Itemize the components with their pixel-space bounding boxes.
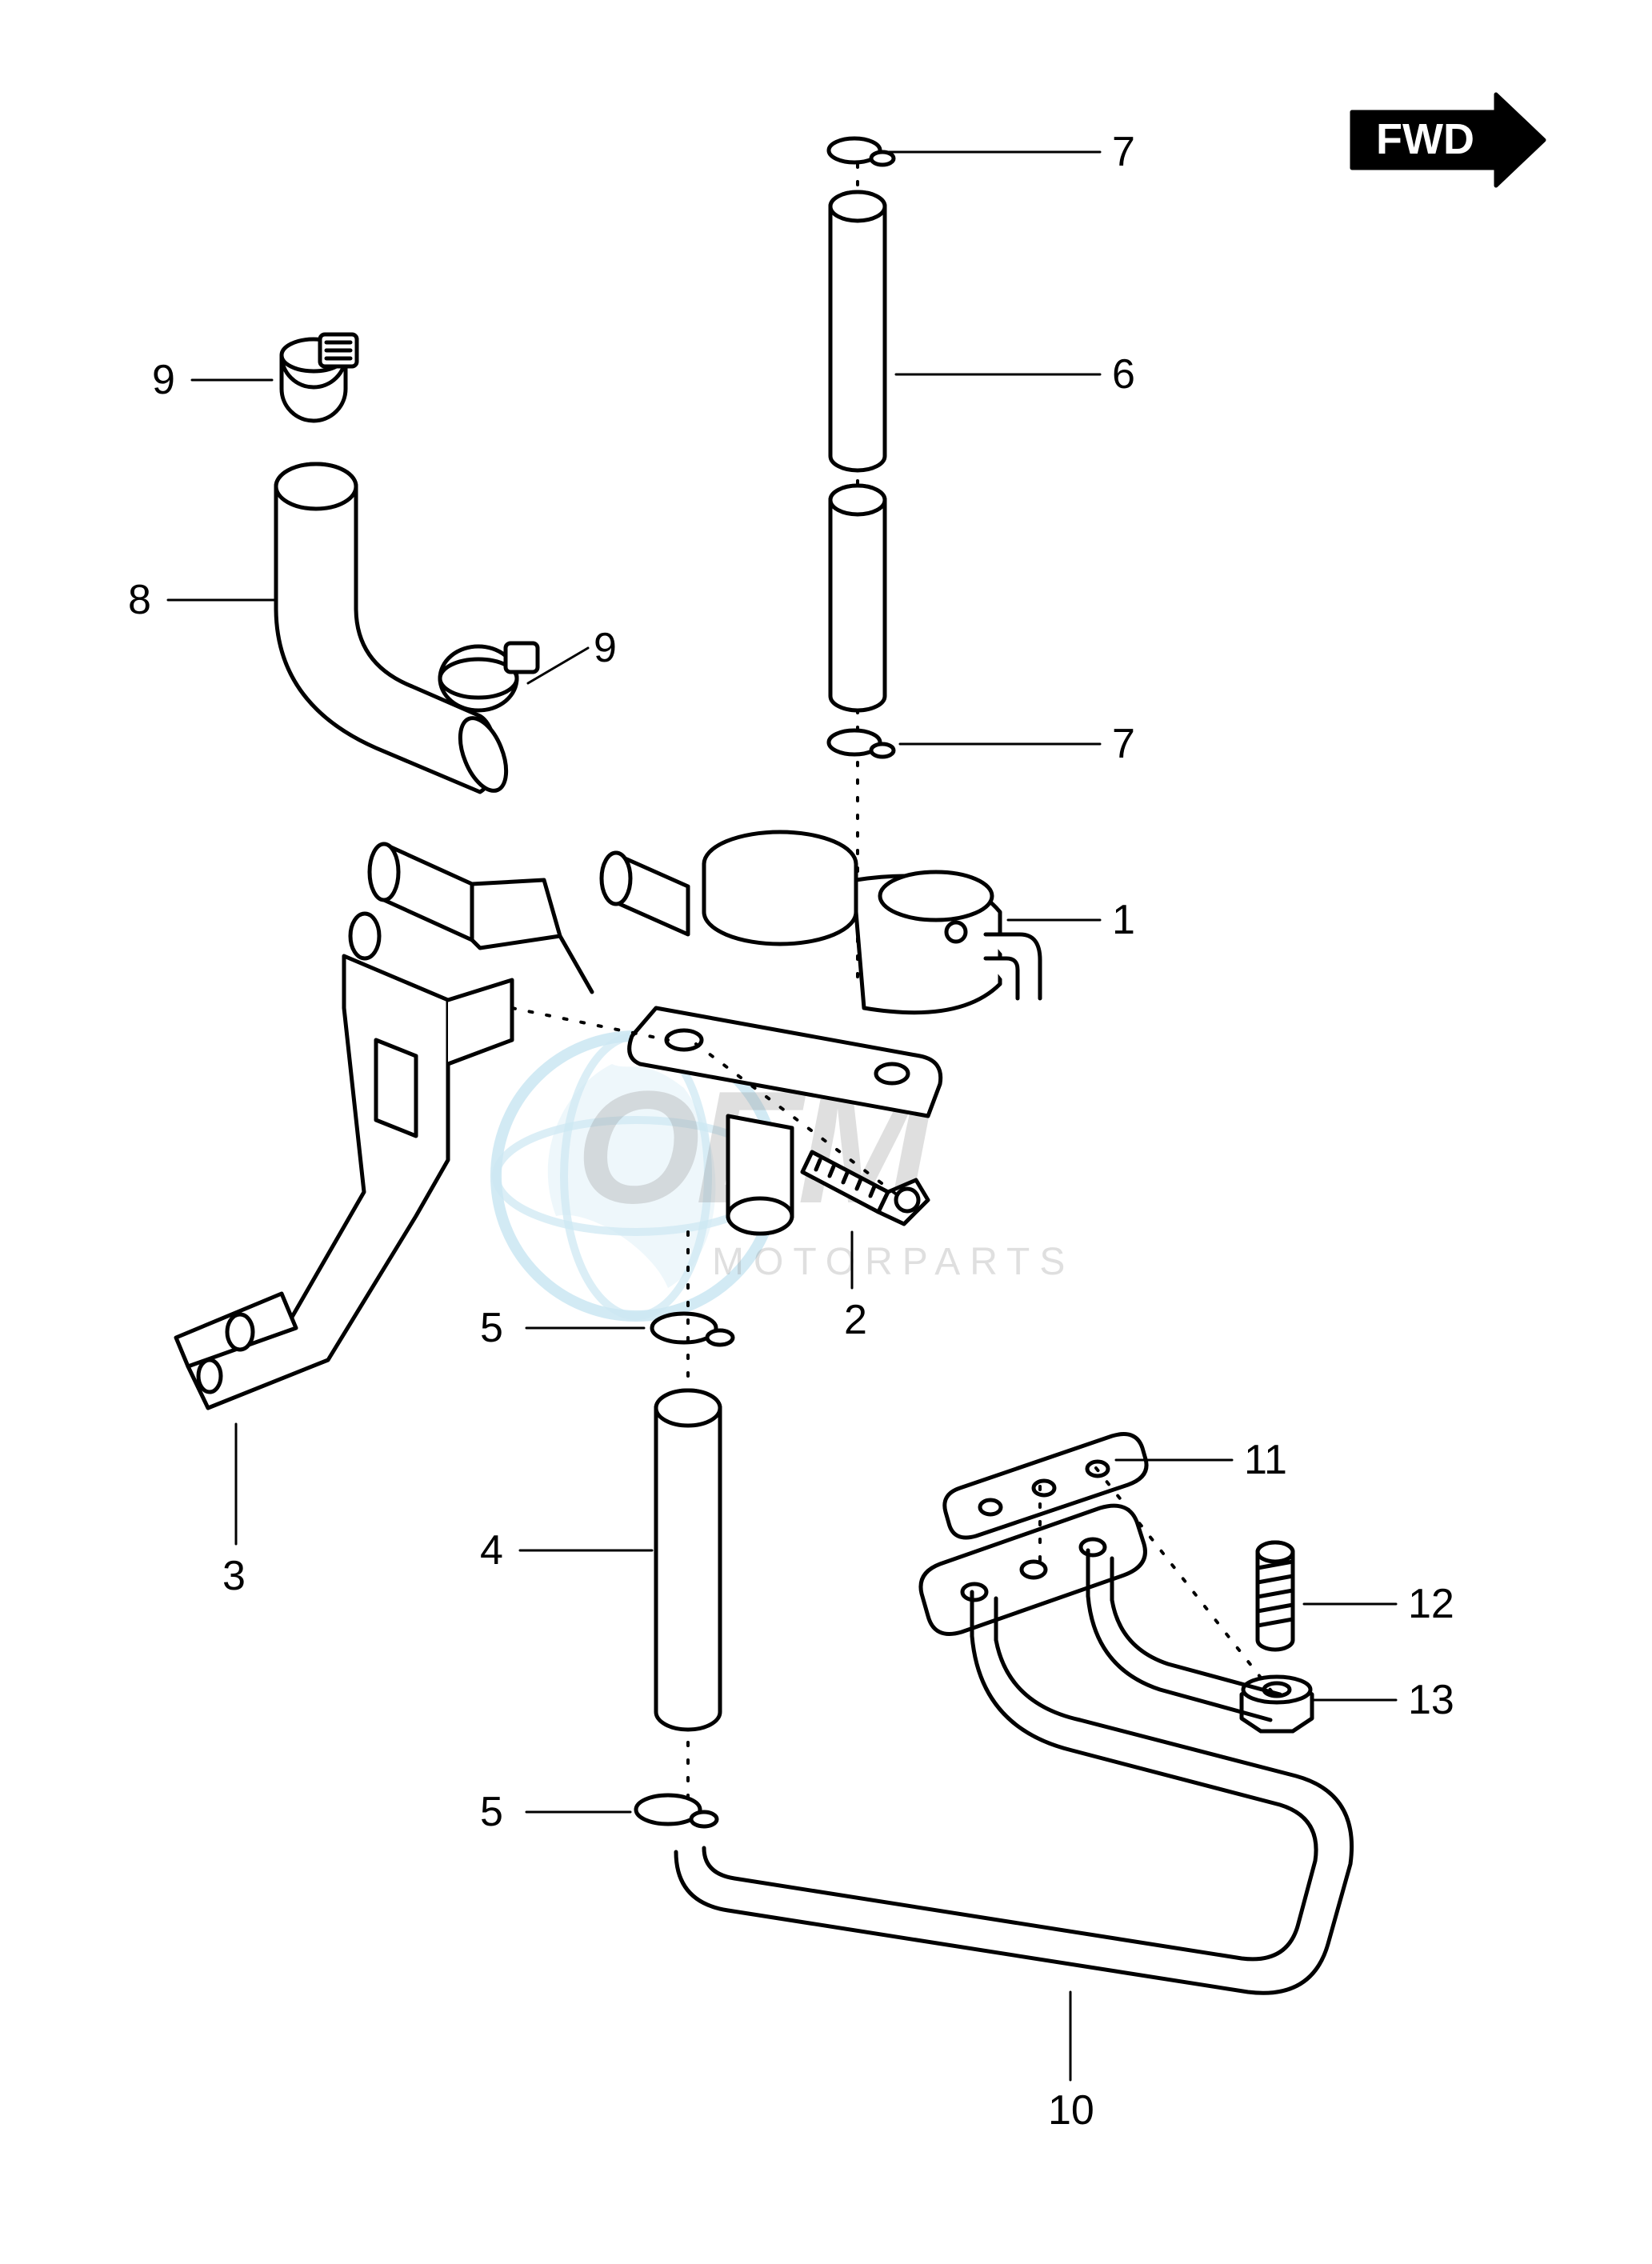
callout-11: 11	[1244, 1436, 1287, 1484]
callout-5b: 5	[480, 1788, 503, 1836]
callout-10: 10	[1048, 2086, 1094, 2134]
part-6-tube	[830, 192, 885, 710]
part-5-lower	[636, 1795, 717, 1826]
callout-7b: 7	[1112, 720, 1135, 768]
part-8-elbow	[276, 464, 515, 797]
part-4-tube	[656, 1390, 720, 1730]
callout-1: 1	[1112, 896, 1135, 944]
callout-6: 6	[1112, 350, 1135, 398]
part-10-pipe	[676, 1550, 1352, 1993]
callout-8: 8	[128, 576, 151, 624]
part-3-bracket	[176, 844, 592, 1408]
part-5-upper	[652, 1314, 733, 1345]
callout-9b: 9	[594, 624, 617, 672]
callout-5a: 5	[480, 1304, 503, 1352]
leader-lines	[168, 152, 1396, 2080]
part-12-stud	[1258, 1542, 1293, 1650]
fwd-label-text: FWD	[1376, 115, 1474, 163]
callout-3: 3	[222, 1552, 246, 1600]
callout-4: 4	[480, 1526, 503, 1574]
callout-9a: 9	[152, 356, 175, 404]
part-7-lower	[829, 730, 894, 757]
callout-7a: 7	[1112, 128, 1135, 176]
part-2-bolt	[802, 1152, 928, 1224]
parts-diagram-svg: FWD	[0, 0, 1652, 2264]
part-9-top	[282, 334, 357, 421]
callout-2: 2	[844, 1296, 867, 1344]
part-7-top	[829, 138, 894, 165]
part-9-lower	[440, 643, 538, 710]
callout-13: 13	[1408, 1676, 1454, 1724]
callout-12: 12	[1408, 1580, 1454, 1628]
diagram-container: OEM MOTORPARTS	[0, 0, 1652, 2264]
